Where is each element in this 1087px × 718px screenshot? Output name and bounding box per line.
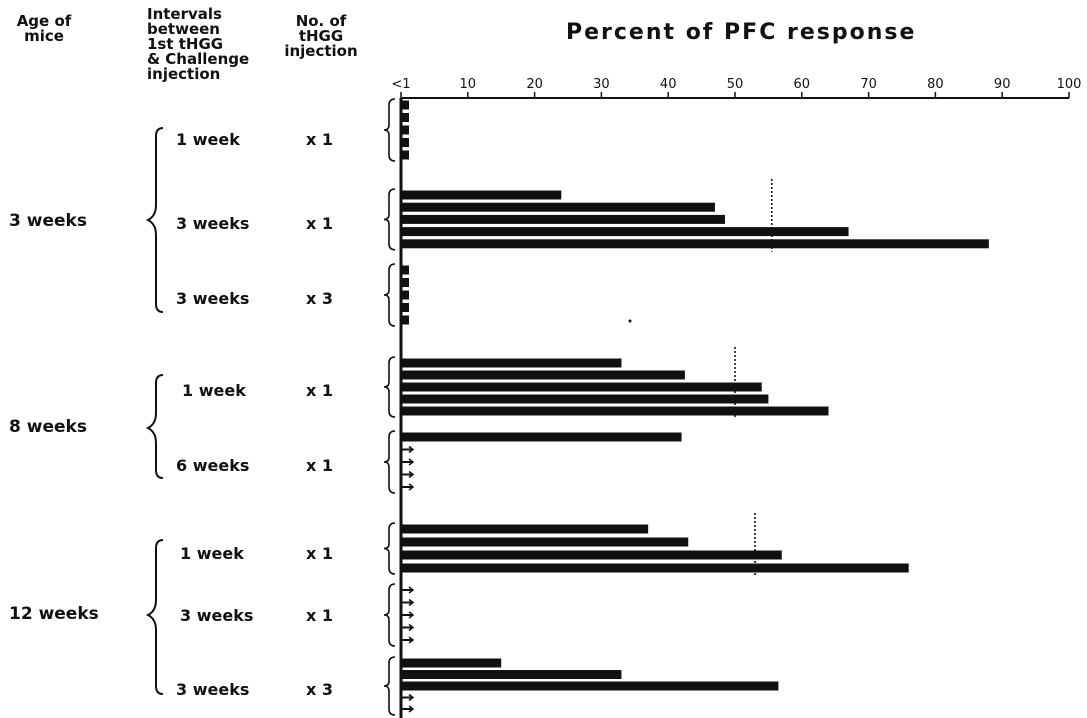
- x-tick-label: 100: [1057, 77, 1082, 92]
- bar: [401, 563, 909, 573]
- bar: [401, 190, 562, 200]
- stray-dot: [628, 319, 632, 323]
- group-brace: [383, 583, 396, 647]
- below-detection-arrow: [408, 705, 415, 713]
- below-detection-arrow: [408, 458, 415, 466]
- group-interval-label: 1 week: [176, 130, 240, 149]
- count-header-line-3: injection: [284, 42, 358, 60]
- count-header-line-1: No. of: [295, 12, 347, 30]
- bar: [401, 537, 689, 547]
- bar: [401, 394, 769, 404]
- group-injection-count: x 3: [306, 680, 334, 699]
- bar: [401, 315, 409, 325]
- age-label-3-weeks: 3 weeks: [9, 211, 87, 231]
- below-detection-arrow: [408, 636, 415, 644]
- bar: [401, 432, 682, 442]
- x-tick-label: 10: [460, 77, 477, 92]
- below-detection-arrow: [408, 623, 415, 632]
- below-detection-arrow: [408, 586, 415, 594]
- bar: [401, 382, 762, 392]
- count-header-line-2: tHGG: [298, 27, 344, 45]
- below-detection-arrow: [408, 598, 415, 607]
- bar: [401, 125, 409, 135]
- group-brace: [383, 656, 396, 716]
- bar: [401, 290, 409, 300]
- interval-header: Intervals between 1st tHGG & Challenge i…: [147, 7, 249, 82]
- bar: [401, 100, 409, 110]
- bar: [401, 278, 409, 287]
- interval-header-line-4: & Challenge: [147, 50, 250, 68]
- x-tick-label: 50: [727, 77, 744, 92]
- count-header: No. of tHGG injection: [276, 14, 366, 59]
- group-injection-count: x 1: [306, 544, 334, 563]
- bar: [401, 227, 849, 237]
- below-detection-arrow: [408, 483, 415, 491]
- interval-header-line-5: injection: [147, 65, 221, 83]
- group-injection-count: x 1: [306, 381, 334, 400]
- bar: [401, 239, 989, 249]
- bar: [401, 150, 409, 160]
- interval-header-line-1: Intervals: [147, 5, 222, 23]
- group-brace: [383, 188, 396, 251]
- below-detection-arrow: [408, 445, 415, 454]
- bar: [401, 681, 779, 691]
- group-injection-count: x 1: [306, 456, 334, 475]
- x-tick-label: 90: [994, 77, 1011, 92]
- below-detection-arrow: [408, 611, 415, 619]
- group-interval-label: 3 weeks: [176, 680, 250, 699]
- group-brace: [383, 356, 396, 418]
- bar: [401, 550, 782, 560]
- bar: [401, 138, 409, 147]
- group-brace: [383, 522, 396, 575]
- brace-12-weeks: [145, 539, 164, 695]
- x-tick-label: 60: [794, 77, 811, 92]
- x-tick-label: <1: [391, 77, 410, 92]
- group-injection-count: x 1: [306, 130, 334, 149]
- bar: [401, 303, 409, 312]
- group-brace: [383, 263, 396, 327]
- bar: [401, 214, 725, 224]
- bar: [401, 113, 409, 122]
- x-tick-label: 20: [526, 77, 543, 92]
- brace-8-weeks: [145, 374, 164, 479]
- group-interval-label: 1 week: [182, 381, 246, 400]
- below-detection-arrow: [408, 693, 415, 702]
- age-label-8-weeks: 8 weeks: [9, 417, 87, 437]
- bar: [401, 524, 649, 534]
- chart-title: Percent of PFC response: [566, 20, 917, 45]
- brace-3-weeks: [145, 127, 164, 313]
- interval-header-line-2: between: [147, 20, 220, 38]
- group-brace: [383, 430, 396, 494]
- bar: [401, 370, 685, 380]
- bar: [401, 658, 502, 668]
- bar: [401, 202, 715, 212]
- group-brace: [383, 98, 396, 162]
- age-header-line-1: Age of: [16, 12, 72, 30]
- age-label-12-weeks: 12 weeks: [9, 604, 99, 624]
- age-header-line-2: mice: [24, 27, 64, 45]
- group-interval-label: 1 week: [180, 544, 244, 563]
- bar: [401, 358, 622, 368]
- group-interval-label: 3 weeks: [176, 289, 250, 308]
- bar: [401, 670, 622, 679]
- x-tick-label: 80: [927, 77, 944, 92]
- group-interval-label: 3 weeks: [176, 214, 250, 233]
- group-injection-count: x 3: [306, 289, 334, 308]
- group-interval-label: 3 weeks: [180, 606, 254, 625]
- x-tick-label: 40: [660, 77, 677, 92]
- bar: [401, 265, 409, 275]
- interval-header-line-3: 1st tHGG: [147, 35, 224, 53]
- group-injection-count: x 1: [306, 606, 334, 625]
- group-interval-label: 6 weeks: [176, 456, 250, 475]
- x-tick-label: 30: [593, 77, 610, 92]
- below-detection-arrow: [408, 470, 415, 479]
- bar: [401, 406, 829, 416]
- x-tick-label: 70: [860, 77, 877, 92]
- age-header: Age of mice: [9, 14, 79, 44]
- group-injection-count: x 1: [306, 214, 334, 233]
